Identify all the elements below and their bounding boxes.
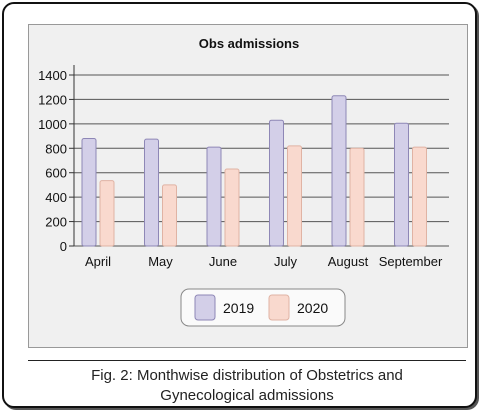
bar-2020-july — [287, 145, 302, 247]
caption-line-1: Fig. 2: Monthwise distribution of Obstet… — [91, 367, 403, 384]
chart-panel: Obs admissions April May June July August Sep… — [28, 24, 468, 348]
x-tick-label: July — [274, 254, 298, 269]
legend-label-2020: 2020 — [297, 300, 328, 316]
bar-2019-september — [394, 122, 409, 247]
bar-2019-may — [144, 138, 159, 247]
y-tick-label: 800 — [45, 141, 67, 156]
bar-2020-september — [412, 146, 427, 247]
legend: 2019 2020 — [180, 288, 346, 327]
x-tick-label: April — [85, 254, 111, 269]
bar-2020-may — [162, 184, 177, 247]
x-tick-label: August — [328, 254, 369, 269]
y-tick-label: 600 — [45, 166, 67, 181]
y-tick-label: 200 — [45, 215, 67, 230]
bar-2020-june — [224, 168, 240, 247]
bar-2019-july — [269, 119, 284, 247]
bar-2020-august — [349, 147, 365, 247]
bar-2019-june — [206, 146, 222, 247]
chart-title: Obs admissions — [199, 36, 299, 51]
caption-line-2: Gynecological admissions — [160, 387, 334, 404]
bar-chart: Obs admissions April May June July August Sep… — [38, 36, 449, 327]
y-tick-label: 0 — [60, 239, 67, 254]
y-tick-label: 1400 — [38, 68, 67, 83]
y-tick-label: 1200 — [38, 92, 67, 107]
y-tick-label: 1000 — [38, 117, 67, 132]
legend-swatch-2019 — [194, 294, 216, 321]
x-tick-label: September — [379, 254, 443, 269]
bar-2019-april — [81, 138, 97, 247]
figure-caption: Fig. 2: Monthwise distribution of Obstet… — [28, 366, 466, 406]
y-tick-label: 400 — [45, 190, 67, 205]
x-tick-label: May — [148, 254, 173, 269]
bar-2019-august — [331, 95, 347, 247]
legend-label-2019: 2019 — [223, 300, 254, 316]
legend-box — [180, 288, 346, 327]
bar-2020-april — [99, 180, 115, 247]
legend-swatch-2020 — [268, 294, 290, 321]
caption-divider — [28, 360, 466, 361]
x-tick-label: June — [209, 254, 237, 269]
